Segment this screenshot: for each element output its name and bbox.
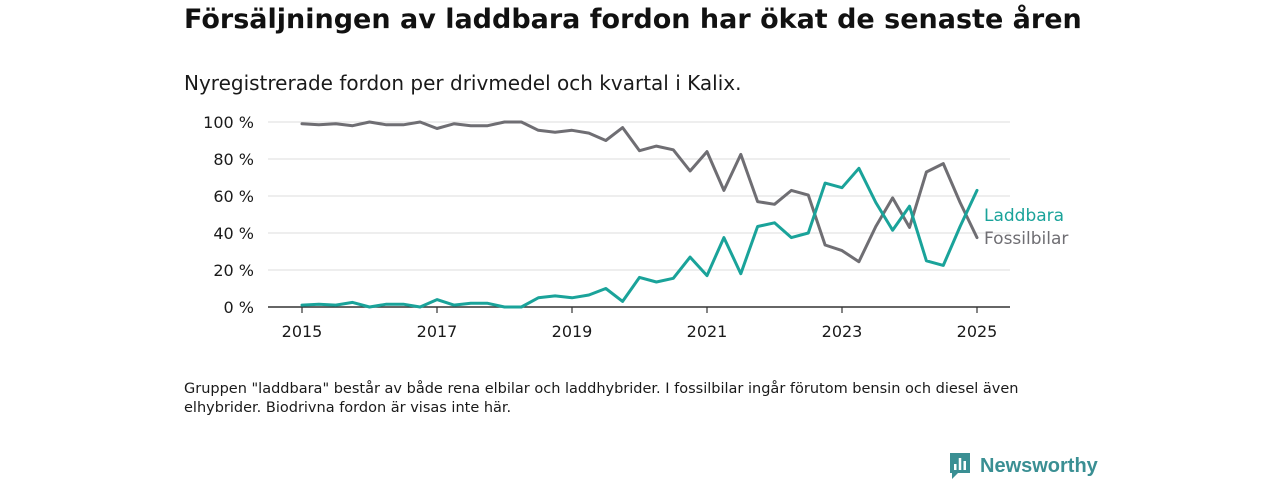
- chart-bubble-icon: [950, 453, 970, 479]
- y-tick-label: 100 %: [203, 113, 254, 132]
- gridlines: [268, 121, 1010, 271]
- legend: Laddbara Fossilbilar: [984, 206, 1068, 249]
- series-line-laddbara: [300, 166, 979, 309]
- y-axis-ticks: 0 % 20 % 40 % 60 % 80 % 100 %: [203, 113, 254, 317]
- y-tick-label: 0 %: [224, 298, 254, 317]
- brand-logo: Newsworthy: [948, 451, 1098, 481]
- x-tick-label: 2023: [822, 322, 863, 341]
- y-tick-label: 40 %: [213, 224, 254, 243]
- footnote: Gruppen "laddbara" består av både rena e…: [184, 381, 1019, 416]
- x-axis-ticks: 2015 2017 2019 2021 2023 2025: [282, 307, 998, 341]
- x-tick-label: 2021: [687, 322, 728, 341]
- chart-title: Försäljningen av laddbara fordon har öka…: [184, 4, 1082, 35]
- brand-name: Newsworthy: [980, 454, 1098, 477]
- x-tick-label: 2015: [282, 322, 323, 341]
- series-line-fossilbilar: [300, 120, 979, 264]
- x-tick-label: 2019: [552, 322, 593, 341]
- x-tick-label: 2025: [957, 322, 998, 341]
- y-tick-label: 80 %: [213, 150, 254, 169]
- y-tick-label: 20 %: [213, 261, 254, 280]
- y-tick-label: 60 %: [213, 187, 254, 206]
- legend-label-laddbara: Laddbara: [984, 206, 1064, 226]
- legend-label-fossilbilar: Fossilbilar: [984, 229, 1068, 249]
- series-lines: [300, 120, 979, 309]
- x-tick-label: 2017: [417, 322, 458, 341]
- chart-subtitle: Nyregistrerade fordon per drivmedel och …: [184, 71, 742, 95]
